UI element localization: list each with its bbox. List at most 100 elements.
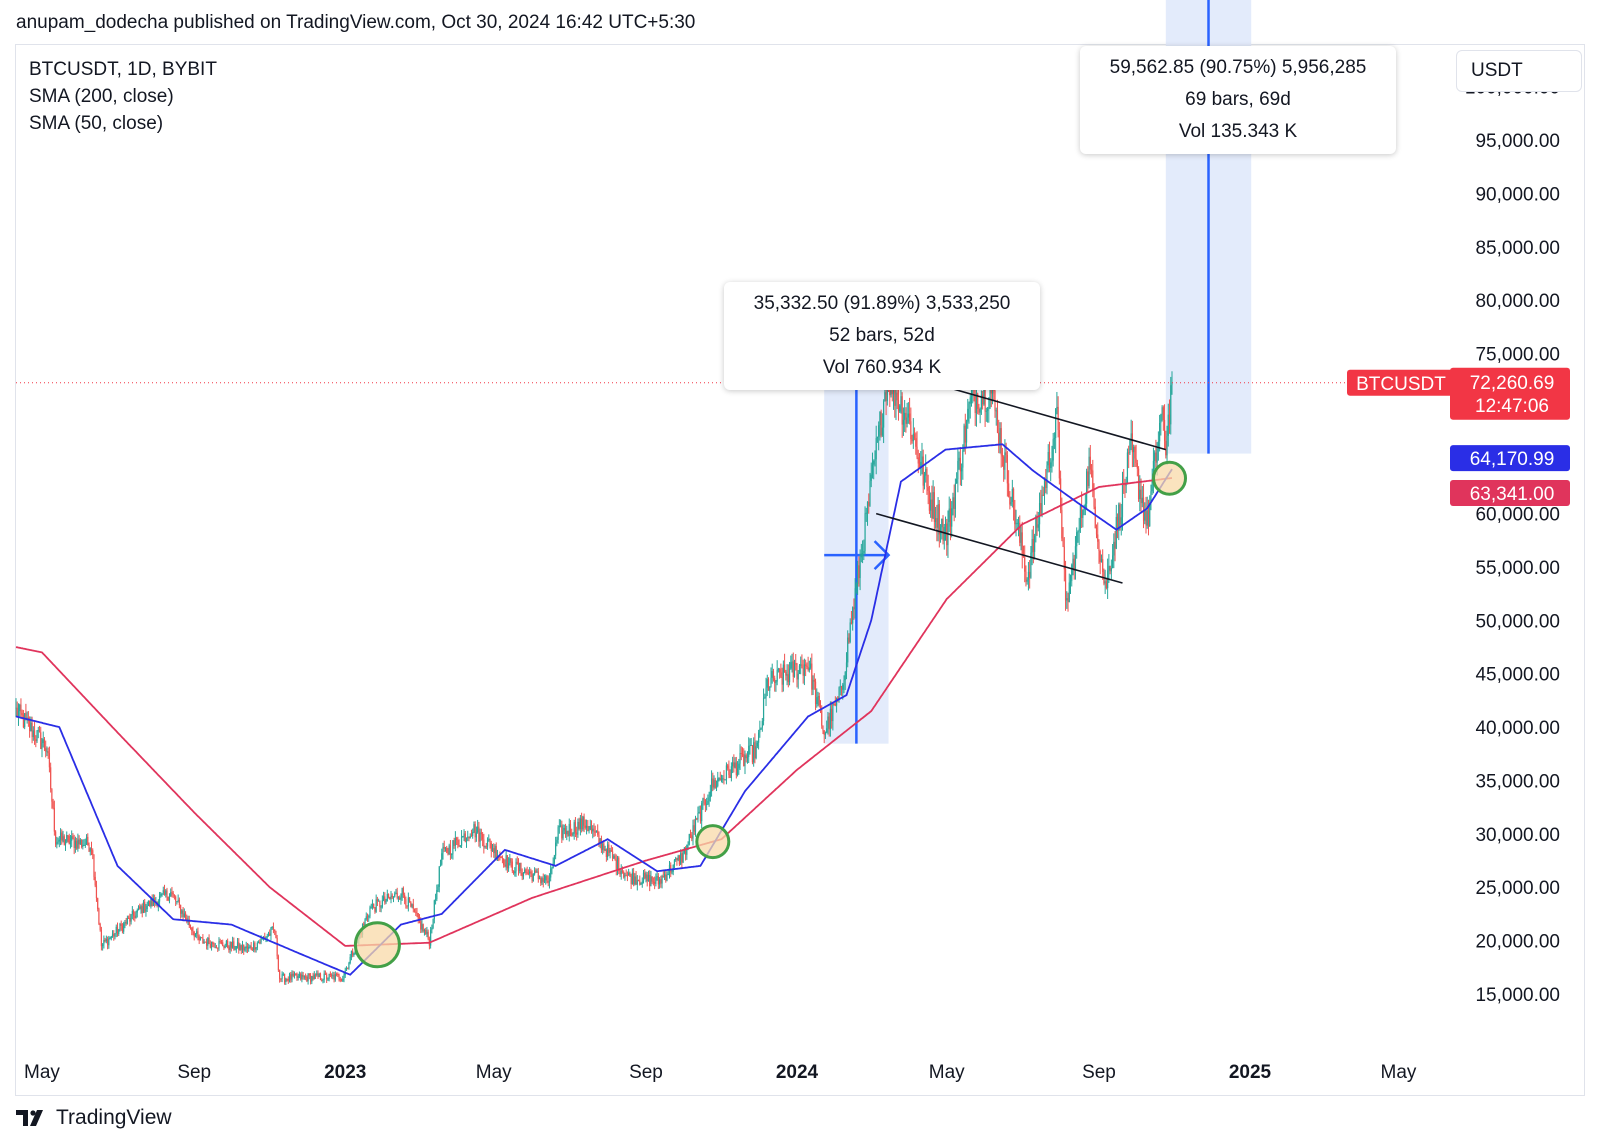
- candle: [1100, 559, 1103, 563]
- candle: [864, 513, 866, 552]
- candle: [816, 697, 818, 705]
- candle: [1146, 510, 1148, 526]
- measure-box-2[interactable]: 59,562.85 (90.75%) 5,956,285 69 bars, 69…: [1080, 46, 1396, 154]
- candle: [484, 846, 486, 848]
- ma-cross-circle[interactable]: [695, 824, 731, 860]
- candle: [441, 853, 443, 865]
- candle: [613, 855, 615, 859]
- candle: [140, 906, 142, 909]
- candle: [531, 873, 533, 882]
- candle: [962, 450, 964, 468]
- candle: [124, 922, 126, 924]
- candle: [1114, 541, 1116, 549]
- candle: [878, 425, 880, 437]
- candle: [735, 762, 737, 776]
- measure-box-1[interactable]: 35,332.50 (91.89%) 3,533,250 52 bars, 52…: [724, 282, 1040, 390]
- sma50-value-tag[interactable]: [1450, 445, 1570, 472]
- candle: [462, 835, 464, 837]
- candle: [1073, 558, 1075, 571]
- candle: [161, 893, 163, 895]
- candle: [201, 937, 203, 939]
- candle: [831, 708, 833, 722]
- candle: [493, 848, 495, 854]
- legend-sma50[interactable]: SMA (50, close): [29, 113, 164, 134]
- candle: [858, 565, 860, 579]
- candle: [637, 880, 640, 882]
- candle: [930, 499, 932, 511]
- channel-lower-line[interactable]: [875, 512, 1123, 584]
- candle: [1016, 522, 1018, 524]
- y-tick-label: 30,000.00: [1475, 825, 1560, 846]
- candle: [98, 908, 100, 924]
- currency-button[interactable]: USDT: [1456, 50, 1582, 92]
- last-price-value: 72,260.69: [1470, 373, 1555, 394]
- candle: [170, 892, 172, 897]
- candle: [593, 828, 595, 832]
- candle: [769, 686, 771, 691]
- candle: [1053, 438, 1056, 440]
- candle: [1019, 522, 1021, 543]
- candle: [595, 830, 598, 833]
- candle: [319, 973, 322, 980]
- candle: [255, 947, 257, 950]
- candle: [573, 822, 575, 834]
- y-tick-label: 90,000.00: [1475, 184, 1560, 205]
- candle: [184, 913, 187, 919]
- candle: [1159, 422, 1161, 442]
- candle: [256, 942, 258, 948]
- candle: [819, 705, 822, 711]
- candle: [663, 874, 666, 877]
- footer-brand-label: TradingView: [56, 1106, 172, 1129]
- legend-sma200[interactable]: SMA (200, close): [29, 86, 174, 107]
- candle: [602, 843, 604, 850]
- candle: [501, 857, 504, 859]
- sma200-line[interactable]: [15, 477, 1173, 947]
- candle: [76, 840, 78, 849]
- candle: [353, 953, 355, 956]
- legend-symbol[interactable]: BTCUSDT, 1D, BYBIT: [29, 59, 217, 80]
- candle: [723, 778, 725, 781]
- candle: [960, 467, 963, 472]
- candle: [1124, 484, 1126, 486]
- candle: [902, 419, 905, 425]
- candle: [572, 833, 574, 836]
- candle: [1042, 494, 1044, 496]
- candle: [910, 421, 912, 440]
- symbol-tag-label: BTCUSDT: [1356, 374, 1446, 395]
- candle: [857, 565, 859, 584]
- sma50-line[interactable]: [15, 443, 1173, 976]
- candle: [629, 872, 631, 877]
- candle: [845, 662, 848, 673]
- candle: [533, 870, 536, 875]
- x-tick-label: Sep: [1082, 1062, 1116, 1083]
- candle: [1009, 496, 1011, 505]
- candle: [274, 929, 276, 932]
- symbol-price-tag[interactable]: [1347, 369, 1455, 396]
- candle: [192, 930, 194, 933]
- candle: [514, 871, 516, 874]
- candle: [249, 946, 251, 948]
- candle: [1046, 465, 1048, 488]
- candle: [1167, 414, 1169, 436]
- candle: [927, 487, 929, 491]
- candle: [139, 906, 141, 909]
- candle: [832, 703, 834, 722]
- candle: [35, 739, 37, 742]
- candle: [103, 939, 105, 945]
- candle: [717, 778, 719, 786]
- candle: [801, 664, 803, 669]
- footer-brand[interactable]: TradingView: [16, 1106, 172, 1130]
- candle: [305, 976, 307, 978]
- last-price-tag[interactable]: [1450, 367, 1570, 420]
- candle: [524, 869, 526, 874]
- candle: [293, 973, 296, 976]
- ma-cross-circle[interactable]: [353, 921, 401, 969]
- sma200-value-tag[interactable]: [1450, 479, 1570, 506]
- candle: [630, 876, 632, 885]
- candle: [1025, 571, 1027, 582]
- candle: [641, 881, 643, 884]
- candle: [546, 876, 548, 882]
- ma-cross-circle[interactable]: [1152, 460, 1188, 496]
- candle: [167, 897, 169, 901]
